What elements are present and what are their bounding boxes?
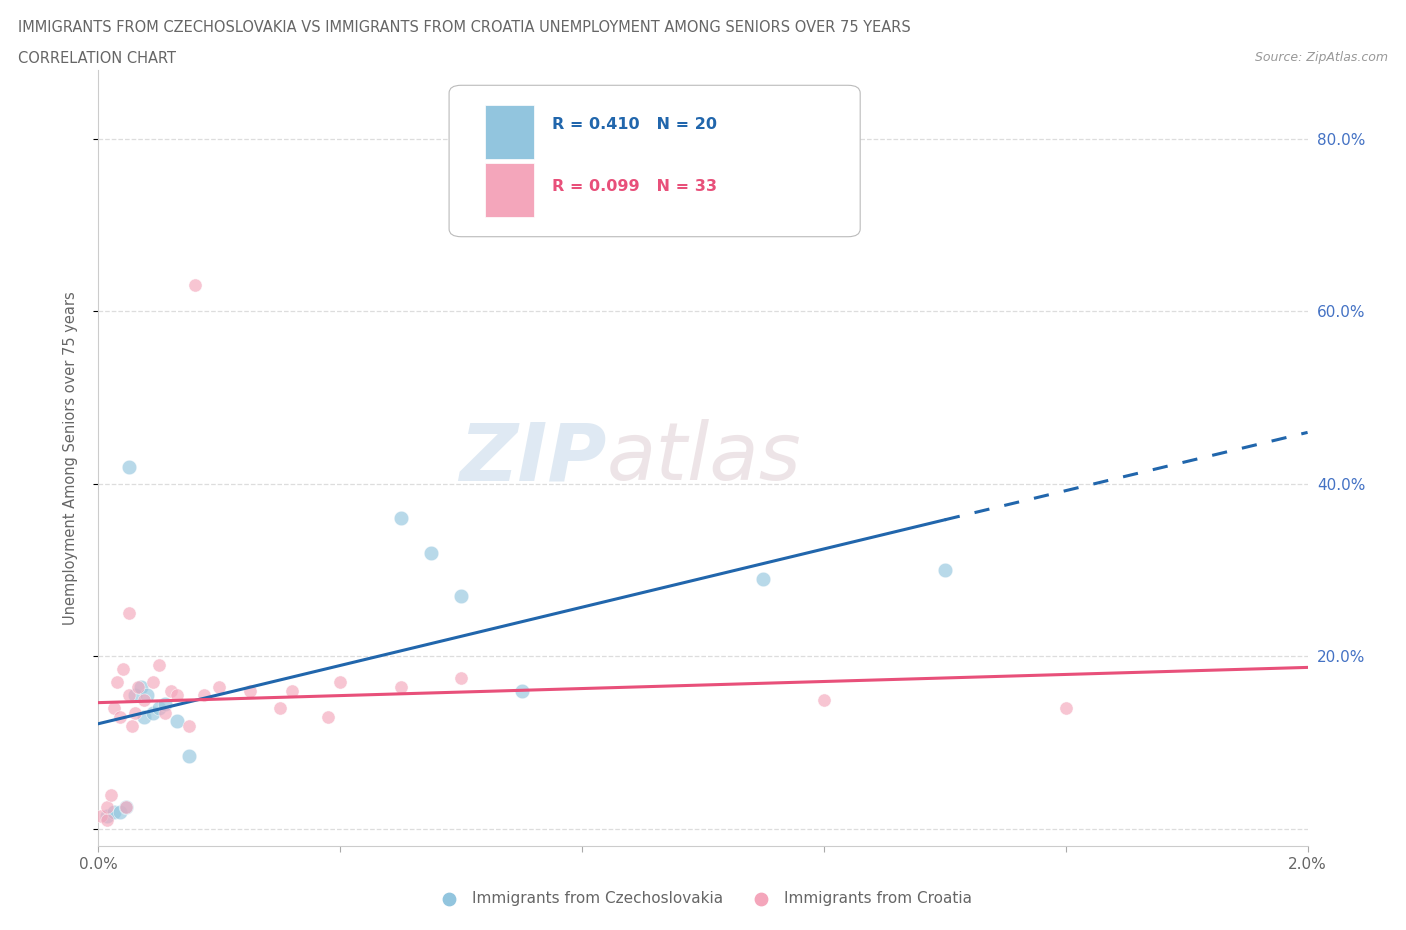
Point xyxy=(281,684,304,698)
Point xyxy=(239,684,262,698)
Text: atlas: atlas xyxy=(606,419,801,497)
Point xyxy=(103,701,125,716)
Point xyxy=(329,675,352,690)
Text: Source: ZipAtlas.com: Source: ZipAtlas.com xyxy=(1254,51,1388,64)
Point xyxy=(389,679,412,694)
Point xyxy=(1054,701,1077,716)
Point xyxy=(148,658,170,672)
Point xyxy=(121,718,143,733)
Point xyxy=(96,800,118,815)
Text: CORRELATION CHART: CORRELATION CHART xyxy=(18,51,176,66)
Point xyxy=(179,718,201,733)
FancyBboxPatch shape xyxy=(485,163,534,218)
Point xyxy=(100,787,122,802)
Point xyxy=(193,688,215,703)
Point xyxy=(108,710,131,724)
Point xyxy=(148,701,170,716)
Point xyxy=(124,688,146,703)
Point xyxy=(166,713,188,728)
Point xyxy=(934,563,956,578)
Point xyxy=(90,809,112,824)
Point xyxy=(105,675,128,690)
Point xyxy=(132,710,155,724)
Point xyxy=(135,688,157,703)
Point xyxy=(389,511,412,525)
Point xyxy=(142,705,165,720)
Point xyxy=(166,688,188,703)
Point xyxy=(179,749,201,764)
Point xyxy=(208,679,231,694)
Text: IMMIGRANTS FROM CZECHOSLOVAKIA VS IMMIGRANTS FROM CROATIA UNEMPLOYMENT AMONG SEN: IMMIGRANTS FROM CZECHOSLOVAKIA VS IMMIGR… xyxy=(18,20,911,35)
Point xyxy=(96,813,118,828)
Point xyxy=(160,684,183,698)
Point xyxy=(420,546,443,561)
Point xyxy=(813,692,835,707)
FancyBboxPatch shape xyxy=(449,86,860,237)
Point xyxy=(118,688,141,703)
Point xyxy=(752,571,775,586)
Text: ZIP: ZIP xyxy=(458,419,606,497)
Y-axis label: Unemployment Among Seniors over 75 years: Unemployment Among Seniors over 75 years xyxy=(63,291,77,625)
Point xyxy=(450,589,472,604)
Text: R = 0.410   N = 20: R = 0.410 N = 20 xyxy=(553,116,717,132)
Point xyxy=(111,662,134,677)
Point xyxy=(124,705,146,720)
Point xyxy=(108,804,131,819)
Point xyxy=(118,606,141,621)
Point xyxy=(142,675,165,690)
Point xyxy=(96,809,118,824)
Legend: Immigrants from Czechoslovakia, Immigrants from Croatia: Immigrants from Czechoslovakia, Immigran… xyxy=(427,885,979,912)
Point xyxy=(153,697,176,711)
Point xyxy=(129,679,152,694)
Point xyxy=(269,701,291,716)
Point xyxy=(118,459,141,474)
Point xyxy=(316,710,339,724)
Point xyxy=(114,800,136,815)
Point xyxy=(450,671,472,685)
Point xyxy=(132,692,155,707)
Text: R = 0.099   N = 33: R = 0.099 N = 33 xyxy=(553,179,717,193)
Point xyxy=(153,705,176,720)
Point xyxy=(127,679,149,694)
Point xyxy=(103,804,125,819)
Point xyxy=(114,800,136,815)
FancyBboxPatch shape xyxy=(485,105,534,159)
Point xyxy=(184,278,207,293)
Point xyxy=(510,684,533,698)
